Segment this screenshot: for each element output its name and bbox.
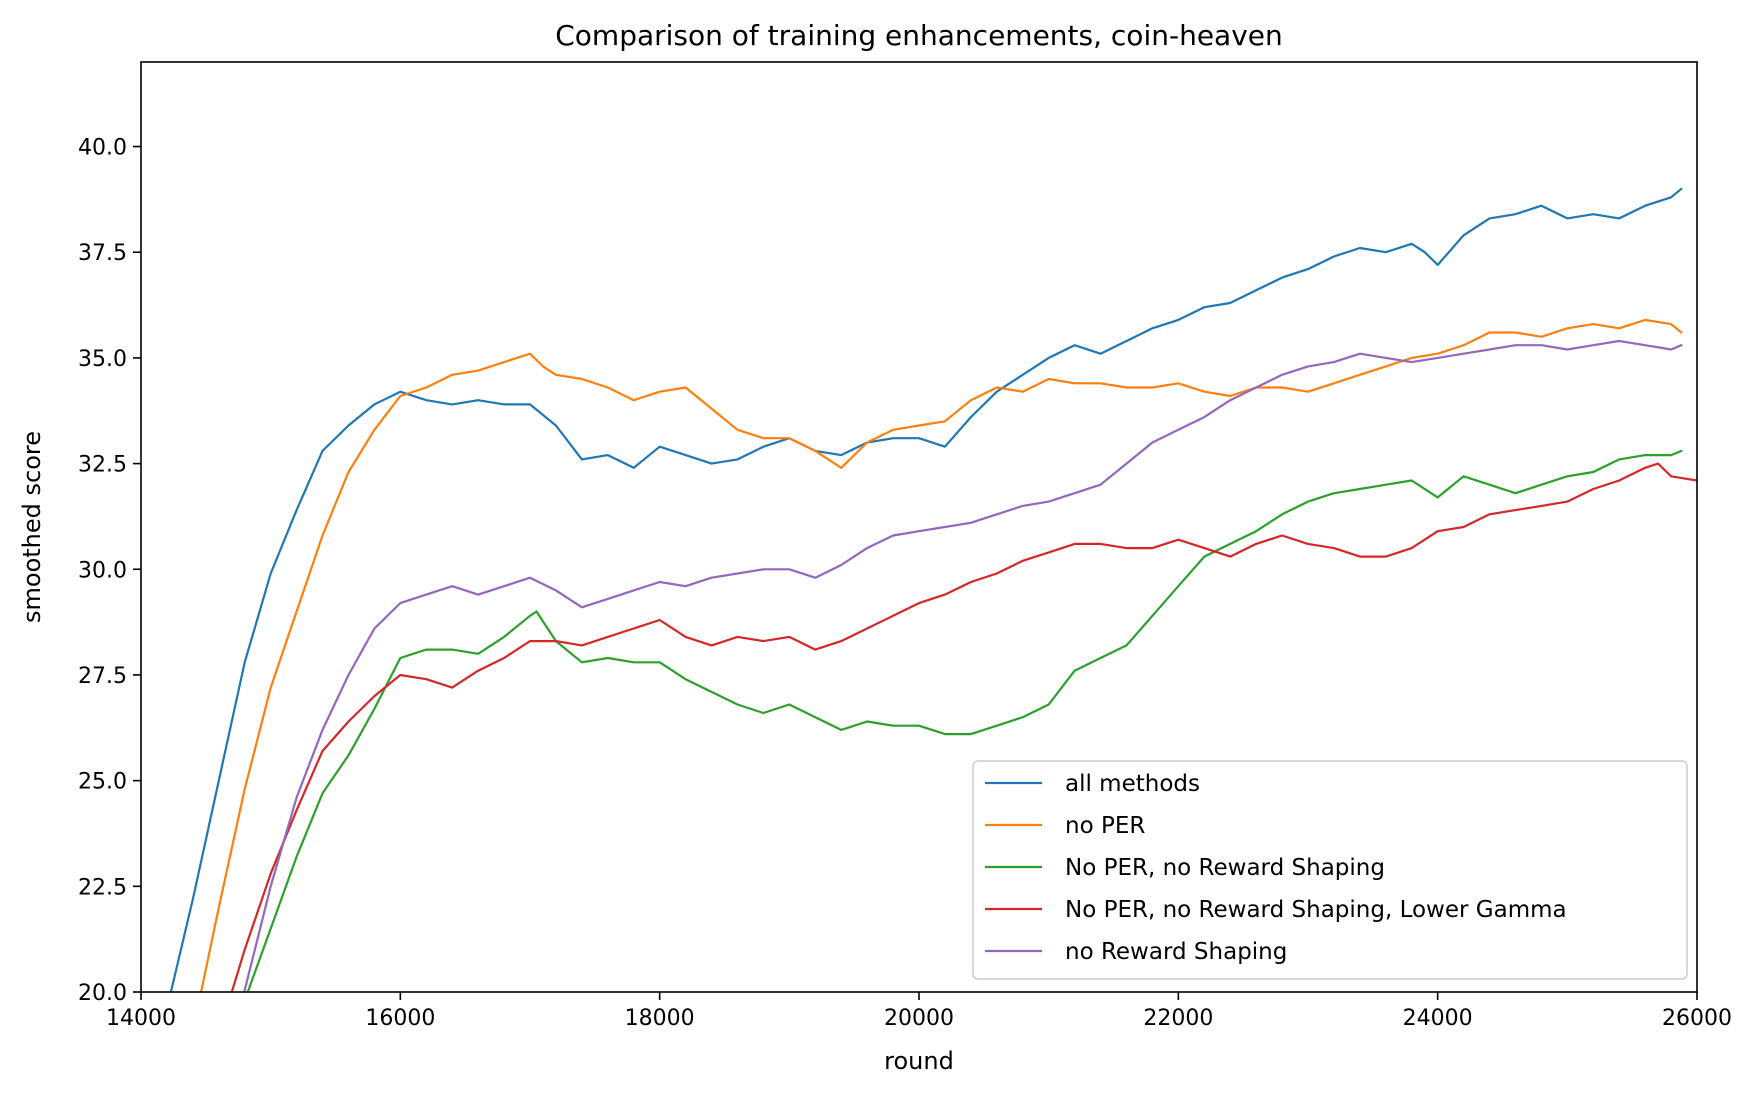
y-tick-label: 25.0: [78, 770, 127, 795]
legend-label-4: No PER, no Reward Shaping, Lower Gamma: [1065, 897, 1567, 923]
x-axis-label: round: [884, 1047, 954, 1075]
y-tick-label: 27.5: [78, 664, 127, 689]
chart-title: Comparison of training enhancements, coi…: [555, 19, 1283, 52]
legend: all methods no PER No PER, no Reward Shapi…: [972, 760, 1688, 980]
legend-label-1: all methods: [1065, 771, 1200, 797]
x-tick-label: 14000: [106, 1006, 176, 1031]
y-tick-label: 40.0: [78, 136, 127, 161]
y-tick-label: 30.0: [78, 558, 127, 583]
y-tick-label: 20.0: [78, 981, 127, 1006]
legend-label-3: No PER, no Reward Shaping: [1065, 855, 1385, 881]
legend-label-5: no Reward Shaping: [1065, 939, 1287, 965]
series-line-5: [243, 339, 1683, 992]
x-tick-label: 22000: [1143, 1006, 1213, 1031]
y-tick-label: 37.5: [78, 241, 127, 266]
y-tick-label: 35.0: [78, 347, 127, 372]
series-line-1: [169, 187, 1683, 992]
x-tick-label: 24000: [1403, 1006, 1473, 1031]
legend-label-2: no PER: [1065, 813, 1145, 839]
series-line-4: [230, 462, 1697, 992]
legend-box: [972, 760, 1688, 980]
x-axis: 14000 16000 18000 20000 22000 24000 26000: [106, 992, 1732, 1031]
x-tick-label: 18000: [625, 1006, 695, 1031]
x-tick-label: 26000: [1662, 1006, 1732, 1031]
y-axis-label: smoothed score: [18, 431, 46, 623]
series-line-3: [246, 449, 1683, 992]
series-line-2: [199, 318, 1683, 992]
y-tick-label: 22.5: [78, 875, 127, 900]
y-axis: 20.0 22.5 25.0 27.5 30.0 32.5 35.0 37.5 40.0: [78, 136, 141, 1006]
x-tick-label: 16000: [365, 1006, 435, 1031]
legend-items: all methods no PER No PER, no Reward Shapi…: [985, 771, 1567, 965]
y-tick-label: 32.5: [78, 453, 127, 478]
series-layer: [169, 187, 1697, 992]
x-tick-label: 20000: [884, 1006, 954, 1031]
